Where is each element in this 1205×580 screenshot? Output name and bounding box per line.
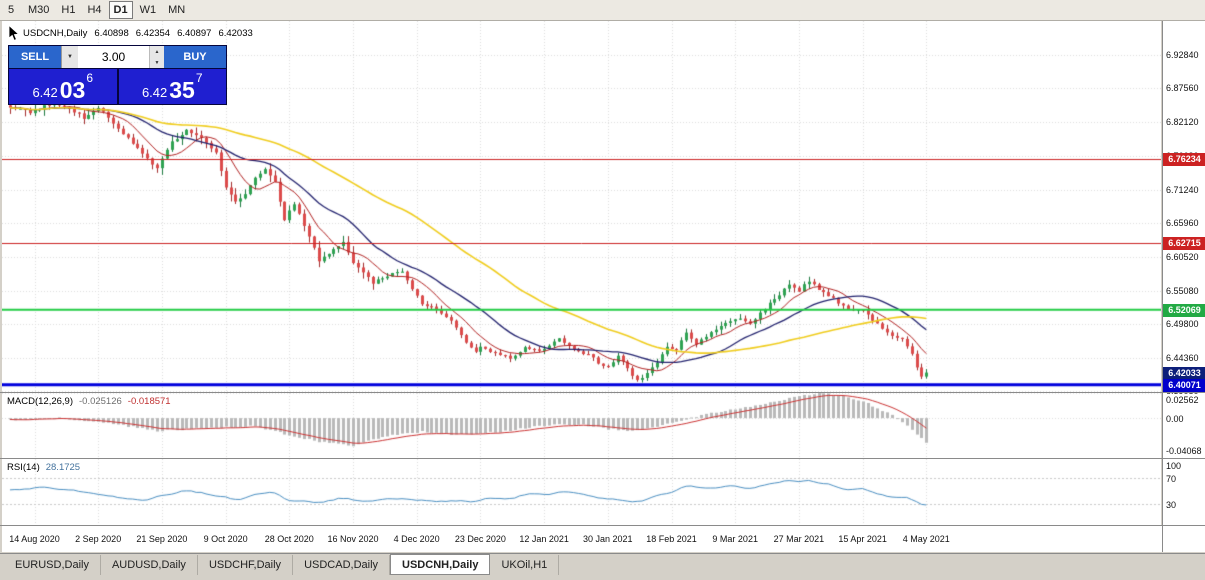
chart-tab-usdchf-daily[interactable]: USDCHF,Daily bbox=[198, 554, 294, 575]
price-axis-tick: 6.87560 bbox=[1166, 83, 1199, 93]
sell-price-big: 03 bbox=[59, 77, 86, 104]
chart-tab-usdcad-daily[interactable]: USDCAD,Daily bbox=[293, 554, 391, 575]
timeframe-button-h1[interactable]: H1 bbox=[61, 4, 76, 16]
chart-tab-ukoil-h1[interactable]: UKOil,H1 bbox=[490, 554, 560, 575]
chart-open-value: 6.40898 bbox=[94, 28, 129, 39]
date-axis-label: 12 Jan 2021 bbox=[519, 534, 569, 544]
current-price-badge: 6.42033 bbox=[1163, 366, 1205, 380]
price-level-badge: 6.76234 bbox=[1163, 152, 1205, 166]
chevron-down-icon: ▼ bbox=[67, 54, 73, 60]
rsi-axis-label: 30 bbox=[1166, 499, 1177, 510]
date-axis-label: 4 May 2021 bbox=[902, 534, 950, 544]
panel-separator bbox=[0, 525, 1205, 526]
macd-value: -0.025126 bbox=[79, 396, 122, 407]
price-axis-tick: 6.71240 bbox=[1166, 185, 1199, 195]
date-axis-label: 9 Mar 2021 bbox=[712, 534, 758, 544]
date-axis-label: 14 Aug 2020 bbox=[9, 534, 60, 544]
date-axis-label: 21 Sep 2020 bbox=[136, 534, 188, 544]
rsi-header: RSI(14) 28.1725 bbox=[7, 462, 80, 473]
macd-panel: MACD(12,26,9) -0.025126 -0.018571 bbox=[2, 393, 1161, 458]
price-level-badge: 6.62715 bbox=[1163, 237, 1205, 251]
price-level-badge: 6.52069 bbox=[1163, 303, 1205, 317]
macd-name: MACD(12,26,9) bbox=[7, 396, 73, 407]
chart-high-value: 6.42354 bbox=[135, 28, 171, 39]
sell-price-sup: 6 bbox=[86, 71, 94, 85]
buy-price-big: 35 bbox=[169, 77, 195, 104]
date-axis-label: 30 Jan 2021 bbox=[583, 534, 633, 544]
date-axis-label: 15 Apr 2021 bbox=[838, 534, 887, 544]
one-click-trading-panel: SELL ▼ ▲ ▼ BUY 6.42 03 6 6.42 35 7 bbox=[8, 45, 227, 105]
mouse-cursor-icon bbox=[8, 24, 20, 47]
sell-price-box[interactable]: 6.42 03 6 bbox=[9, 69, 117, 104]
panel-separator bbox=[0, 458, 1205, 459]
rsi-axis-label: 70 bbox=[1166, 474, 1177, 485]
buy-price-main: 6.42 bbox=[141, 84, 168, 100]
rsi-name: RSI(14) bbox=[7, 462, 40, 473]
buy-button[interactable]: BUY bbox=[164, 46, 226, 68]
date-axis-label: 9 Oct 2020 bbox=[203, 534, 248, 544]
price-axis-tick: 6.82120 bbox=[1166, 117, 1199, 127]
date-axis-label: 23 Dec 2020 bbox=[454, 534, 506, 544]
chart-tab-usdcnh-daily[interactable]: USDCNH,Daily bbox=[390, 554, 491, 575]
price-chart-panel: USDCNH,Daily 6.40898 6.42354 6.40897 6.4… bbox=[2, 21, 1161, 392]
sell-price-main: 6.42 bbox=[32, 84, 58, 100]
order-options-dropdown[interactable]: ▼ bbox=[61, 46, 78, 68]
chart-low-value: 6.40897 bbox=[177, 28, 212, 39]
price-axis-tick: 6.55080 bbox=[1166, 286, 1199, 296]
volume-spinner-up[interactable]: ▲ bbox=[154, 48, 160, 55]
macd-axis-label: 0.00 bbox=[1166, 414, 1184, 425]
price-axis[interactable]: 6.928406.875606.821206.766806.712406.659… bbox=[1162, 21, 1205, 552]
date-axis[interactable]: 14 Aug 2020 2 Sep 2020 21 Sep 2020 9 Oct 20… bbox=[2, 526, 1162, 552]
chart-close-value: 6.42033 bbox=[218, 28, 253, 39]
date-axis-label: 18 Feb 2021 bbox=[646, 534, 697, 544]
price-axis-tick: 6.92840 bbox=[1166, 50, 1199, 60]
date-axis-label: 4 Dec 2020 bbox=[393, 534, 440, 544]
rsi-panel: RSI(14) 28.1725 bbox=[2, 459, 1161, 525]
rsi-axis-label: 100 bbox=[1166, 461, 1182, 471]
timeframe-button-mn[interactable]: MN bbox=[168, 4, 186, 16]
macd-signal-value: -0.018571 bbox=[127, 396, 171, 407]
rsi-canvas[interactable] bbox=[2, 459, 1161, 525]
price-axis-tick: 6.65960 bbox=[1166, 218, 1199, 228]
volume-input[interactable] bbox=[78, 46, 149, 68]
price-axis-tick: 6.49800 bbox=[1166, 319, 1199, 329]
price-axis-tick: 6.44360 bbox=[1166, 353, 1199, 363]
chart-tabs-bar: EURUSD,Daily AUDUSD,Daily USDCHF,Daily USDC… bbox=[0, 553, 1205, 575]
buy-price-box[interactable]: 6.42 35 7 bbox=[118, 69, 226, 104]
macd-axis-label: -0.04068 bbox=[1166, 446, 1202, 456]
buy-price-sup: 7 bbox=[195, 71, 203, 85]
window-left-edge bbox=[0, 21, 2, 552]
timeframe-button-d1[interactable]: D1 bbox=[108, 1, 133, 19]
timeframe-button-5[interactable]: 5 bbox=[7, 4, 15, 16]
timeframe-button-h4[interactable]: H4 bbox=[87, 4, 102, 16]
date-axis-label: 2 Sep 2020 bbox=[75, 534, 122, 544]
price-level-badge: 6.40071 bbox=[1163, 378, 1205, 392]
macd-canvas[interactable] bbox=[2, 393, 1161, 458]
chart-header: USDCNH,Daily 6.40898 6.42354 6.40897 6.4… bbox=[23, 28, 253, 39]
chart-tab-eurusd-daily[interactable]: EURUSD,Daily bbox=[4, 554, 101, 575]
sell-button[interactable]: SELL bbox=[9, 46, 61, 68]
volume-spinner-down[interactable]: ▼ bbox=[154, 59, 160, 66]
timeframe-button-w1[interactable]: W1 bbox=[139, 4, 157, 16]
timeframe-toolbar: 5 M30 H1 H4 D1 W1 MN bbox=[0, 0, 1205, 21]
volume-spinner: ▲ ▼ bbox=[149, 46, 164, 68]
panel-separator bbox=[0, 392, 1205, 393]
date-axis-label: 16 Nov 2020 bbox=[327, 534, 379, 544]
chart-symbol-period: USDCNH,Daily bbox=[23, 28, 88, 39]
date-axis-label: 28 Oct 2020 bbox=[264, 534, 314, 544]
timeframe-button-m30[interactable]: M30 bbox=[28, 4, 50, 16]
macd-header: MACD(12,26,9) -0.025126 -0.018571 bbox=[7, 396, 171, 407]
price-axis-tick: 6.60520 bbox=[1166, 252, 1199, 262]
status-bar bbox=[0, 575, 1205, 580]
macd-axis-label: 0.02562 bbox=[1166, 395, 1199, 405]
rsi-value: 28.1725 bbox=[45, 462, 81, 473]
date-axis-label: 27 Mar 2021 bbox=[773, 534, 825, 544]
chart-tab-audusd-daily[interactable]: AUDUSD,Daily bbox=[101, 554, 198, 575]
